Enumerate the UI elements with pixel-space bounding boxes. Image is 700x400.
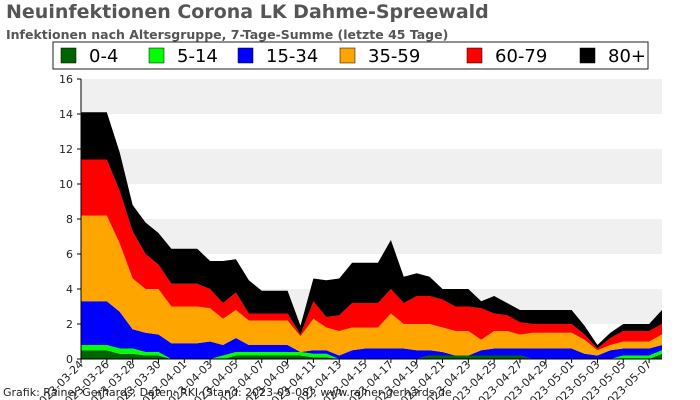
series-areas [81, 112, 662, 359]
grid-band [81, 219, 662, 254]
legend-swatch-5-14 [148, 47, 165, 64]
legend-swatch-60-79 [466, 47, 483, 64]
chart-title: Neuinfektionen Corona LK Dahme-Spreewald [6, 1, 489, 23]
grid-band [81, 114, 662, 149]
chart-footer: Grafik: Rainer Gerhards, Daten: RKI (Sta… [3, 386, 452, 399]
legend-label-60-79: 60-79 [495, 46, 547, 67]
y-tick-label: 0 [66, 353, 73, 366]
series-area-15-34 [81, 301, 662, 359]
legend-label-35-59: 35-59 [368, 46, 420, 67]
grid-band [81, 184, 662, 219]
y-tick-label: 6 [66, 248, 73, 261]
y-axis-ticks: 0 2 4 6 8 10 12 14 16 [59, 73, 81, 366]
series-area-60-79 [81, 159, 662, 351]
series-area-5-14 [81, 345, 662, 359]
legend-swatch-0-4 [60, 47, 77, 64]
y-tick-label: 10 [59, 178, 73, 191]
legend: 0-4 5-14 15-34 35-59 60-79 80+ [52, 41, 649, 70]
series-area-35-59 [81, 215, 662, 356]
y-tick-label: 14 [59, 108, 73, 121]
legend-label-5-14: 5-14 [177, 46, 218, 67]
y-tick-label: 16 [59, 73, 73, 86]
legend-swatch-35-59 [339, 47, 356, 64]
grid-band [81, 149, 662, 184]
legend-label-0-4: 0-4 [89, 46, 118, 67]
series-area-80+ [81, 112, 662, 349]
series-area-0-4 [81, 350, 662, 359]
legend-swatch-80+ [579, 47, 596, 64]
legend-swatch-15-34 [237, 47, 254, 64]
legend-label-80+: 80+ [608, 46, 646, 67]
y-tick-label: 2 [66, 318, 73, 331]
grid-band [81, 79, 662, 114]
y-tick-label: 12 [59, 143, 73, 156]
legend-label-15-34: 15-34 [266, 46, 318, 67]
chart-subtitle: Infektionen nach Altersgruppe, 7-Tage-Su… [6, 27, 449, 42]
y-tick-label: 8 [66, 213, 73, 226]
y-tick-label: 4 [66, 283, 73, 296]
